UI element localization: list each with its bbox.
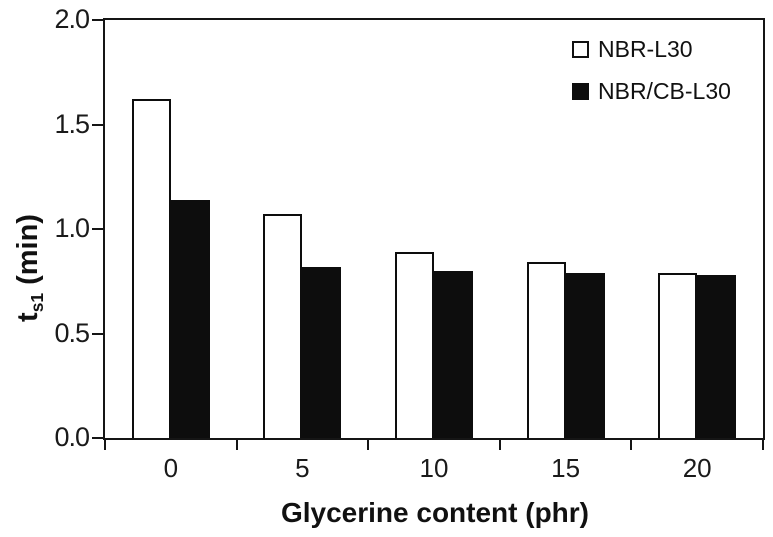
legend-label: NBR-L30 <box>598 36 693 62</box>
plot-area <box>103 18 765 440</box>
y-tick-mark <box>92 437 103 439</box>
open-square-icon <box>572 41 589 58</box>
legend-item-nbr-l30: NBR-L30 <box>572 36 731 63</box>
y-tick-mark <box>92 332 103 335</box>
bar-nbr-cb-l30-g5 <box>302 267 342 438</box>
x-tick-mark <box>235 440 238 450</box>
x-tick-label: 15 <box>551 453 581 483</box>
x-tick-label: 0 <box>163 453 179 483</box>
y-tick-mark <box>92 123 103 126</box>
y-tick-label: 2.0 <box>54 3 90 34</box>
y-tick-mark <box>92 19 103 21</box>
y-tick-label: 1.0 <box>54 212 90 243</box>
bar-nbr-l30-g20 <box>658 273 698 438</box>
y-tick-label: 0.5 <box>54 317 90 348</box>
y-axis-subscript: s1 <box>27 292 48 313</box>
x-axis-title: Glycerine content (phr) <box>280 497 590 528</box>
x-tick-label: 5 <box>295 453 310 483</box>
x-tick-mark <box>104 440 106 450</box>
x-tick-mark <box>762 440 764 450</box>
x-tick-label: 10 <box>419 453 449 483</box>
y-tick-label: 0.0 <box>54 421 90 452</box>
x-tick-mark <box>367 440 370 450</box>
y-tick-mark <box>92 228 103 230</box>
x-tick-mark <box>498 440 501 450</box>
bar-nbr-cb-l30-g0 <box>170 200 210 438</box>
x-tick-mark <box>630 440 633 450</box>
bar-nbr-l30-g5 <box>263 214 303 438</box>
bar-nbr-l30-g15 <box>526 262 566 438</box>
x-tick-label: 20 <box>682 453 712 483</box>
legend-label: NBR/CB-L30 <box>598 78 731 104</box>
y-tick-label: 1.5 <box>54 108 90 139</box>
bar-nbr-cb-l30-g15 <box>565 273 605 438</box>
bar-nbr-l30-g10 <box>395 252 434 438</box>
legend-item-nbr-cb-l30: NBR/CB-L30 <box>572 78 731 105</box>
bar-nbr-l30-g0 <box>131 99 171 438</box>
bar-nbr-cb-l30-g20 <box>697 275 737 438</box>
filled-square-icon <box>572 83 589 100</box>
legend: NBR-L30 NBR/CB-L30 <box>572 36 731 105</box>
bar-nbr-cb-l30-g10 <box>434 271 473 438</box>
